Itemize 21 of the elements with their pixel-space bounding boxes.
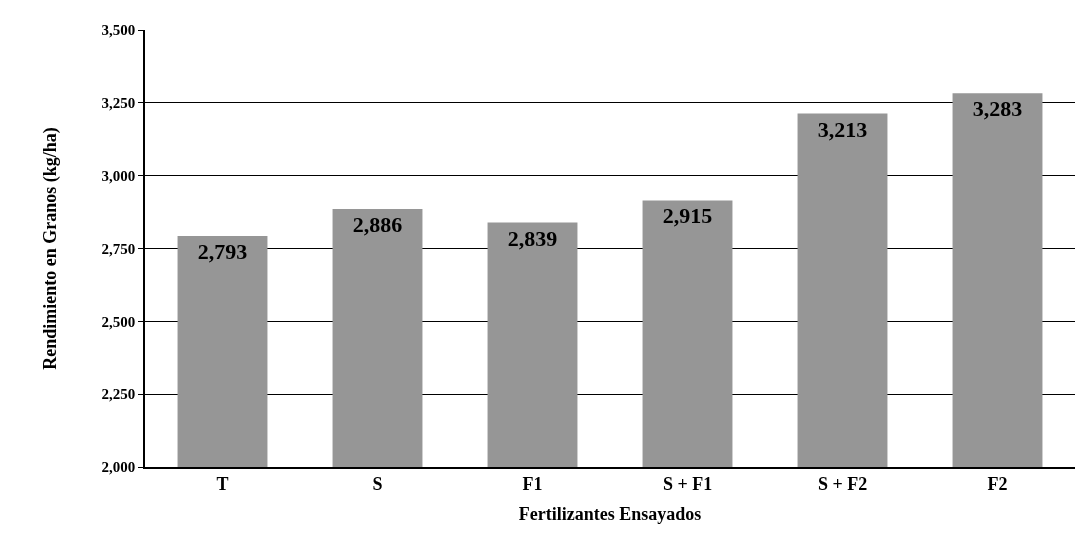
y-axis-title: Rendimiento en Granos (kg/ha) <box>40 127 62 370</box>
x-tick-label: S <box>372 474 383 495</box>
data-label: 3,283 <box>972 96 1023 122</box>
data-label: 2,793 <box>197 238 248 264</box>
x-tick-label: S + F1 <box>662 474 713 495</box>
data-label: 3,213 <box>817 116 868 142</box>
y-tick-label: 2,250 <box>101 386 136 403</box>
y-tick-label: 3,250 <box>101 95 136 112</box>
x-tick-label: S + F2 <box>817 474 868 495</box>
y-tick-label: 3,500 <box>101 22 136 39</box>
x-tick-label: F1 <box>522 474 543 495</box>
data-label: 2,915 <box>662 203 713 229</box>
y-tick-label: 2,000 <box>101 459 136 476</box>
data-label: 2,839 <box>507 225 558 251</box>
y-tick-label: 2,500 <box>101 313 136 330</box>
data-label: 2,886 <box>352 211 403 237</box>
y-tick-label: 2,750 <box>101 240 136 257</box>
x-axis-title: Fertilizantes Ensayados <box>518 503 702 524</box>
x-tick-label: F2 <box>987 474 1008 495</box>
x-tick-label: T <box>216 474 229 495</box>
y-tick-label: 3,000 <box>101 167 136 184</box>
